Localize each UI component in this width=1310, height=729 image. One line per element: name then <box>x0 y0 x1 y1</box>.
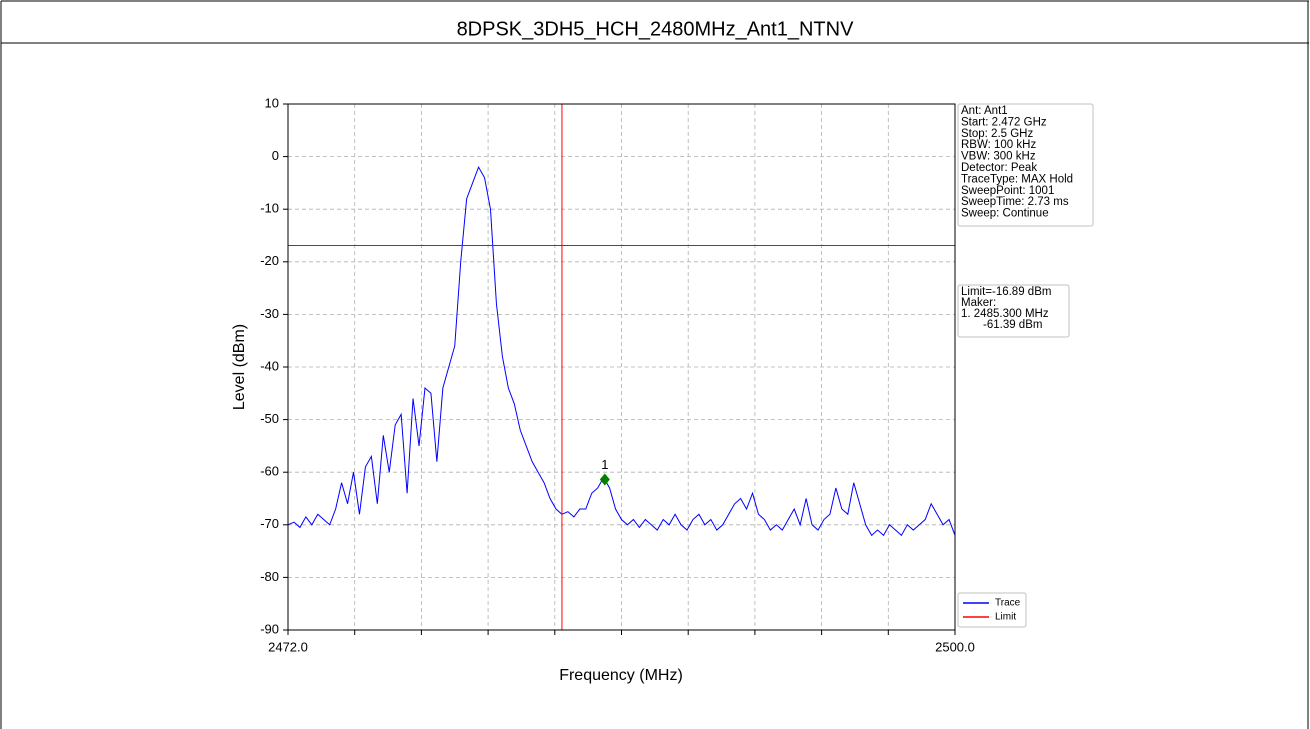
x-tick-label: 2472.0 <box>268 639 308 654</box>
marker-box-line: 1. 2485.300 MHz <box>961 308 1049 320</box>
info-box-line: TraceType: MAX Hold <box>961 173 1073 185</box>
legend-label: Limit <box>995 612 1016 623</box>
y-tick-label: -20 <box>260 253 279 268</box>
marker <box>599 473 610 486</box>
plot-frame <box>287 103 956 631</box>
marker-box-line: Limit=-16.89 dBm <box>961 286 1051 298</box>
marker-box <box>957 284 1070 338</box>
y-tick-label: -10 <box>260 201 279 216</box>
y-tick-label: 10 <box>265 95 279 110</box>
marker-label: 1 <box>601 457 608 472</box>
y-tick-label: -80 <box>260 569 279 584</box>
y-tick-label: -30 <box>260 306 279 321</box>
info-box-line: Ant: Ant1 <box>961 105 1008 117</box>
info-box-line: Detector: Peak <box>961 162 1037 174</box>
legend-box <box>957 592 1027 628</box>
y-tick-label: -60 <box>260 464 279 479</box>
chart-title: 8DPSK_3DH5_HCH_2480MHz_Ant1_NTNV <box>457 18 855 40</box>
x-axis-label: Frequency (MHz) <box>559 667 683 684</box>
y-tick-label: -70 <box>260 516 279 531</box>
trace-line <box>287 165 956 537</box>
info-box-line: Stop: 2.5 GHz <box>961 128 1033 140</box>
y-tick-label: -90 <box>260 621 279 636</box>
legend-label: Trace <box>995 598 1021 609</box>
info-box-line: VBW: 300 kHz <box>961 151 1036 163</box>
info-box-line: SweepPoint: 1001 <box>961 185 1054 197</box>
marker-box-line: Maker: <box>961 297 996 309</box>
info-box-line: Sweep: Continue <box>961 208 1049 220</box>
info-box-line: Start: 2.472 GHz <box>961 116 1047 128</box>
y-tick-label: -50 <box>260 411 279 426</box>
y-axis-label: Level (dBm) <box>231 324 248 410</box>
info-box <box>957 103 1094 227</box>
y-tick-label: -40 <box>260 358 279 373</box>
marker-box-line: -61.39 dBm <box>983 319 1042 331</box>
info-box-line: SweepTime: 2.73 ms <box>961 196 1069 208</box>
x-tick-label: 2500.0 <box>935 639 975 654</box>
info-box-line: RBW: 100 kHz <box>961 139 1036 151</box>
y-tick-label: 0 <box>272 148 279 163</box>
